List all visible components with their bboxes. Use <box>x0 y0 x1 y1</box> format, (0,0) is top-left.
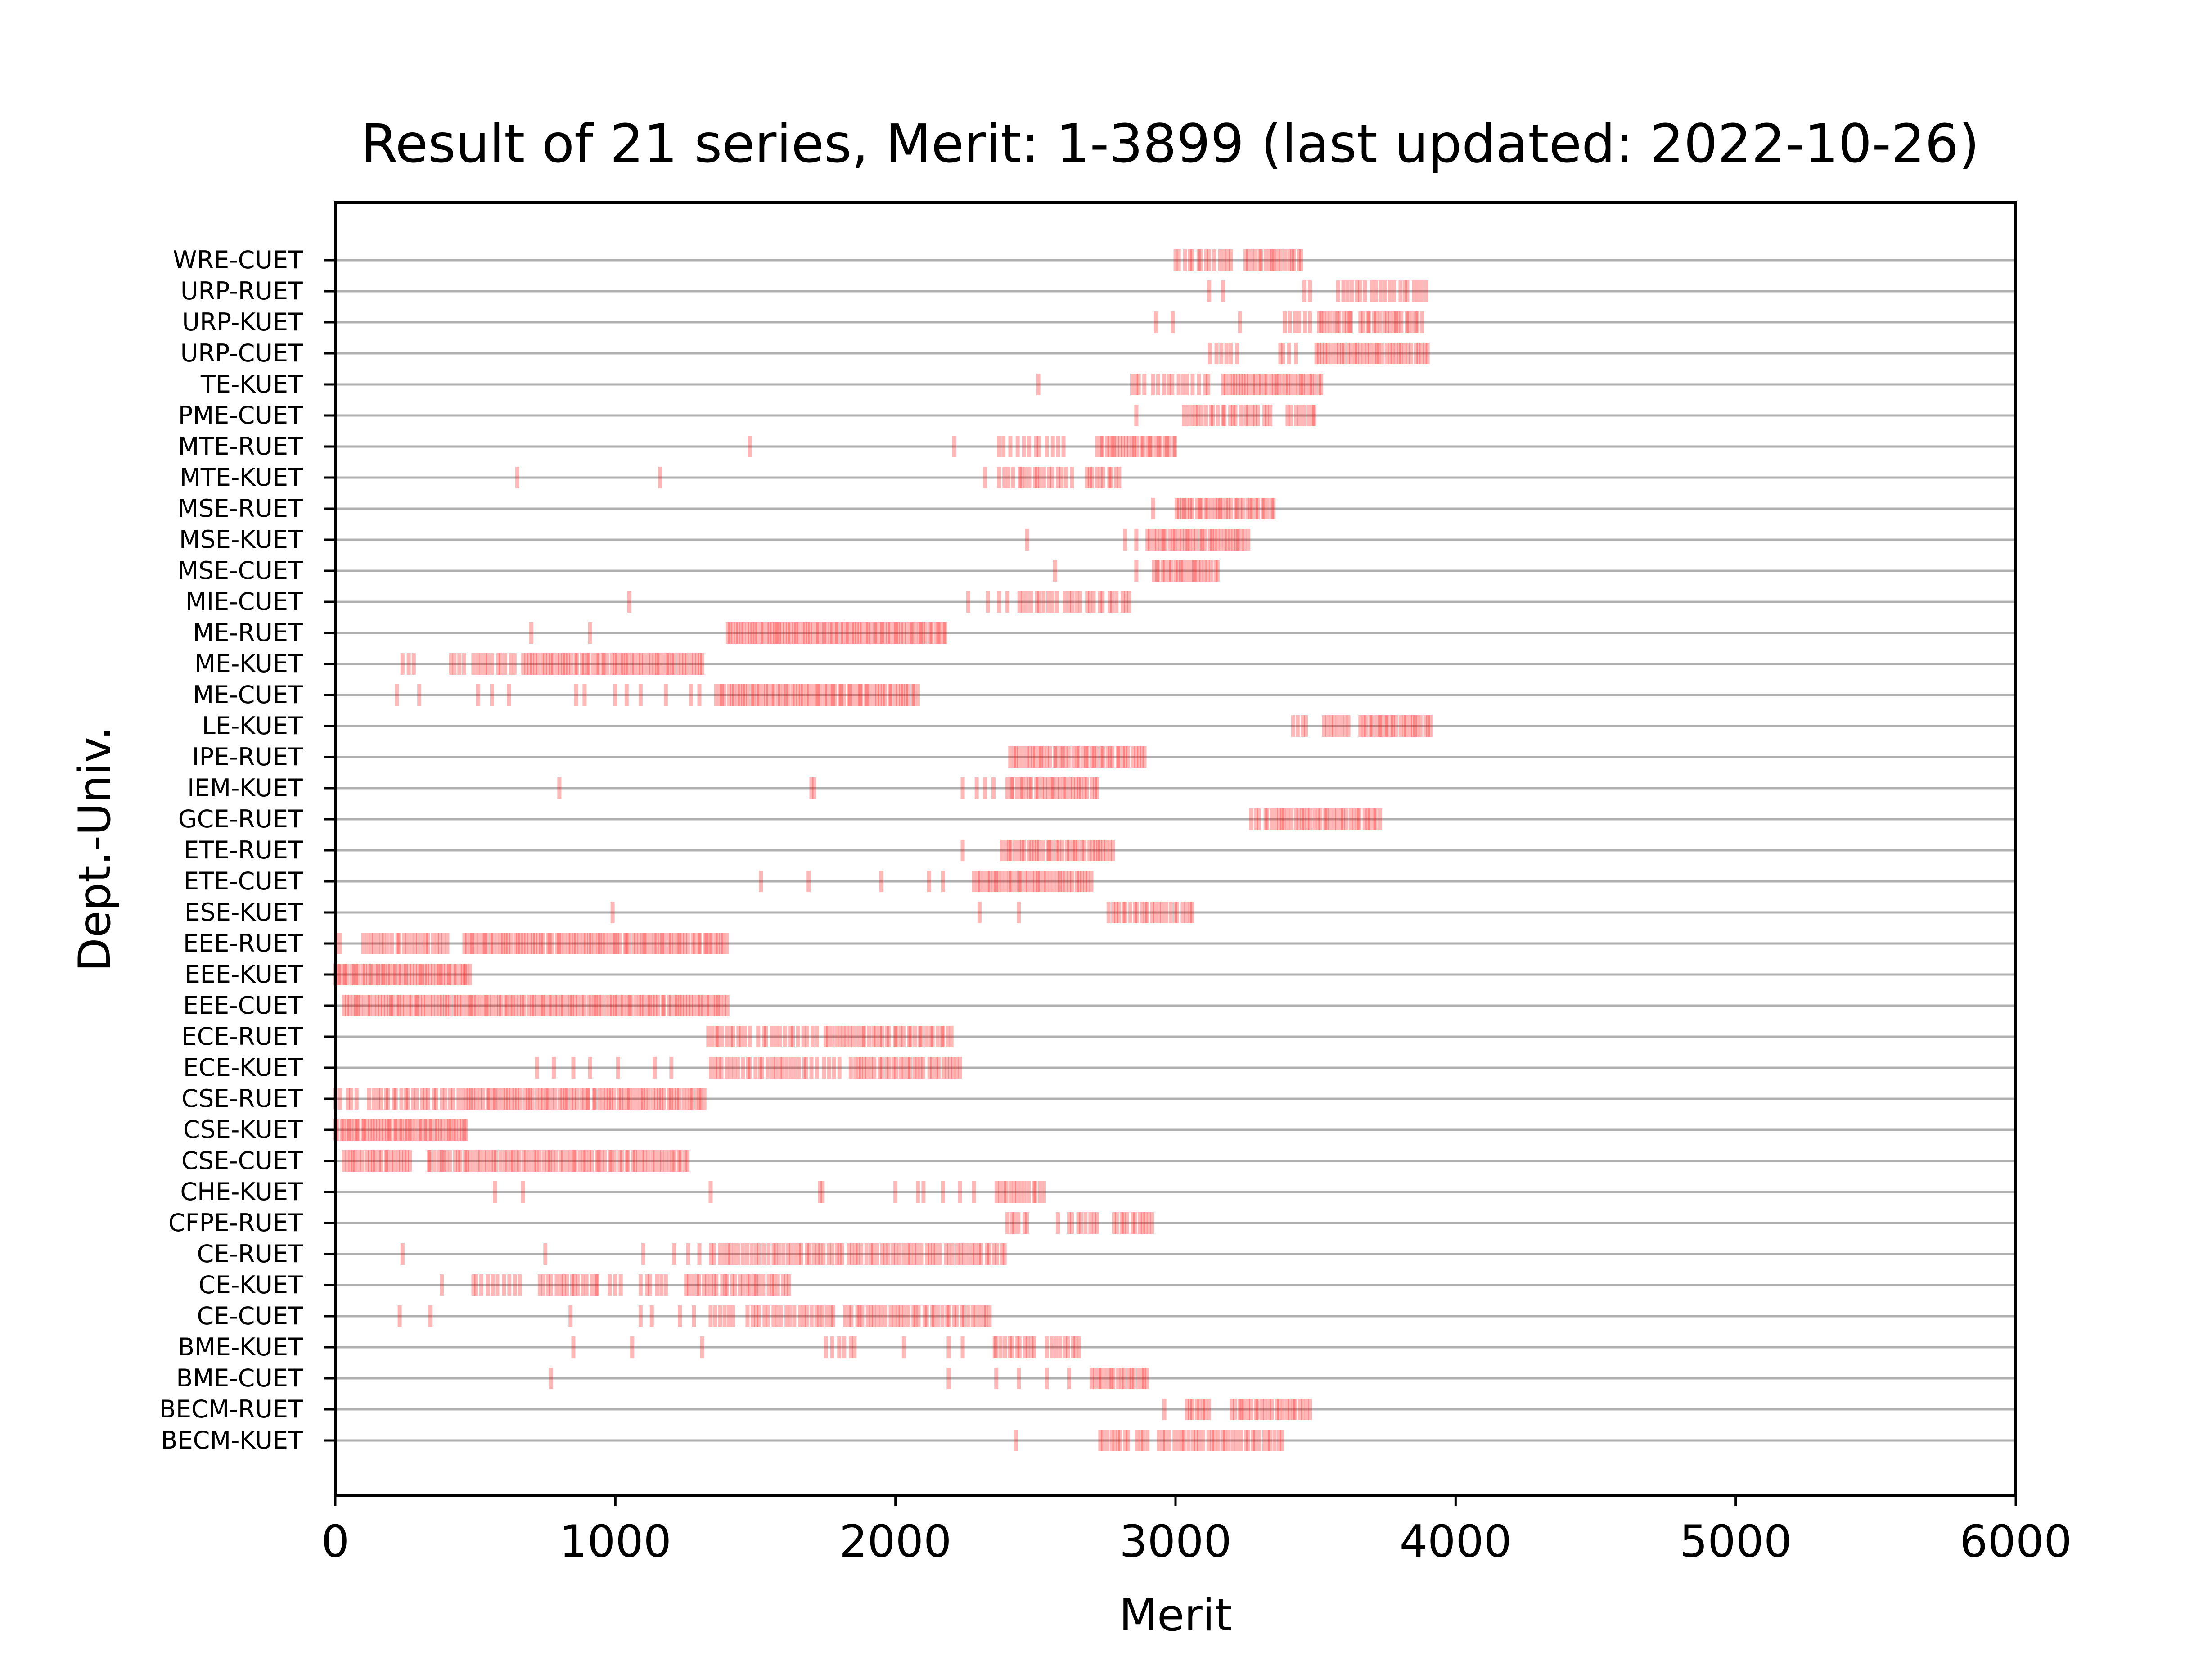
series-becm-kuet <box>1014 1430 1284 1451</box>
y-tick-label: ESE-KUET <box>185 898 303 926</box>
series-ce-cuet <box>397 1305 992 1327</box>
series-ce-ruet <box>400 1243 1007 1265</box>
y-tick-label: BME-KUET <box>178 1333 303 1361</box>
series-mie-cuet <box>627 591 1131 613</box>
y-tick-label: MIE-CUET <box>186 587 303 616</box>
y-tick-label: ETE-CUET <box>184 867 303 895</box>
y-tick-label: BECM-RUET <box>159 1395 303 1423</box>
series-ete-cuet <box>759 871 1094 892</box>
series-iem-kuet <box>557 777 1099 799</box>
series-ce-kuet <box>439 1274 791 1296</box>
series-ece-ruet <box>706 1026 954 1047</box>
y-tick-label: EEE-RUET <box>183 929 303 957</box>
series-mse-kuet <box>1025 529 1251 551</box>
series-me-cuet <box>395 684 920 706</box>
y-tick-label: CE-RUET <box>197 1240 303 1268</box>
x-axis: 0 1000 2000 3000 4000 5000 6000 <box>321 1495 2072 1567</box>
series-cfpe-ruet <box>1005 1212 1154 1234</box>
series-cse-kuet <box>333 1119 468 1141</box>
series-gce-ruet <box>1249 808 1382 830</box>
y-tick-label: IPE-RUET <box>192 743 303 771</box>
series-ete-ruet <box>960 840 1115 861</box>
series-wre-cuet <box>1173 249 1303 271</box>
y-tick-label: MSE-KUET <box>179 525 303 554</box>
y-tick-label: MTE-RUET <box>178 432 303 460</box>
x-tick-label: 2000 <box>839 1516 951 1567</box>
series-eee-kuet <box>333 964 472 985</box>
y-tick-label: BECM-KUET <box>161 1426 303 1454</box>
x-tick-label: 4000 <box>1400 1516 1512 1567</box>
series-mte-kuet <box>515 467 1122 488</box>
x-tick-label: 5000 <box>1680 1516 1792 1567</box>
x-tick-label: 6000 <box>1960 1516 2072 1567</box>
series-cse-cuet <box>342 1150 690 1172</box>
y-tick-label: BME-CUET <box>176 1364 303 1392</box>
y-tick-label: WRE-CUET <box>173 246 303 274</box>
y-tick-label: ME-RUET <box>193 618 303 647</box>
series-bme-kuet <box>571 1336 1081 1358</box>
series-pme-cuet <box>1134 405 1316 426</box>
grid-layer <box>335 259 2016 1442</box>
marks-layer <box>333 249 1433 1451</box>
series-cse-ruet <box>333 1088 707 1110</box>
x-tick-label: 0 <box>321 1516 349 1567</box>
series-eee-cuet <box>342 995 730 1016</box>
y-tick-label: ECE-KUET <box>183 1053 303 1082</box>
y-tick-label: ECE-RUET <box>181 1022 303 1051</box>
series-becm-ruet <box>1162 1399 1312 1420</box>
y-tick-label: ME-CUET <box>193 681 303 709</box>
series-me-kuet <box>400 653 704 675</box>
series-ese-kuet <box>610 902 1194 923</box>
series-bme-cuet <box>549 1368 1149 1389</box>
y-tick-label: CSE-KUET <box>183 1115 303 1144</box>
y-tick-label: CE-CUET <box>197 1302 303 1330</box>
series-le-kuet <box>1291 715 1433 737</box>
y-tick-label: URP-CUET <box>180 339 303 367</box>
y-tick-label: TE-KUET <box>200 370 303 398</box>
x-tick-label: 3000 <box>1119 1516 1231 1567</box>
y-tick-label: CFPE-RUET <box>168 1209 303 1237</box>
y-tick-label: URP-RUET <box>180 277 303 305</box>
x-tick-label: 1000 <box>559 1516 671 1567</box>
y-tick-label: URP-KUET <box>182 308 304 336</box>
series-che-kuet <box>493 1181 1046 1203</box>
series-me-ruet <box>529 622 947 644</box>
series-urp-ruet <box>1207 280 1428 302</box>
y-axis-label: Dept.-Univ. <box>69 726 121 972</box>
y-tick-label: LE-KUET <box>202 712 303 740</box>
y-tick-label: ME-KUET <box>194 650 303 678</box>
y-tick-label: CE-KUET <box>198 1271 303 1299</box>
series-urp-cuet <box>1208 343 1430 364</box>
y-tick-label: EEE-CUET <box>183 991 303 1020</box>
y-tick-label: MTE-KUET <box>180 463 303 492</box>
y-tick-label: ETE-RUET <box>184 836 303 864</box>
y-axis: BECM-KUET BECM-RUET BME-CUET BME-KUET CE-CUE… <box>159 246 335 1454</box>
y-tick-label: MSE-RUET <box>177 494 303 523</box>
y-tick-label: CHE-KUET <box>180 1178 303 1206</box>
y-tick-label: IEM-KUET <box>187 774 303 802</box>
series-te-kuet <box>1036 374 1324 395</box>
y-tick-label: GCE-RUET <box>178 805 303 833</box>
y-tick-label: CSE-CUET <box>181 1146 303 1175</box>
y-tick-label: PME-CUET <box>178 401 303 429</box>
chart-title: Result of 21 series, Merit: 1-3899 (last… <box>361 113 1979 175</box>
series-mte-ruet <box>748 436 1177 457</box>
x-axis-label: Merit <box>1119 1590 1232 1641</box>
y-tick-label: MSE-CUET <box>177 556 303 585</box>
series-mse-cuet <box>1053 560 1220 582</box>
y-tick-label: CSE-RUET <box>181 1084 303 1113</box>
series-ipe-ruet <box>1008 746 1147 768</box>
series-eee-ruet <box>334 933 729 954</box>
y-tick-label: EEE-KUET <box>185 960 303 988</box>
series-mse-ruet <box>1151 498 1276 519</box>
series-ece-kuet <box>535 1057 962 1079</box>
series-urp-kuet <box>1153 311 1424 333</box>
